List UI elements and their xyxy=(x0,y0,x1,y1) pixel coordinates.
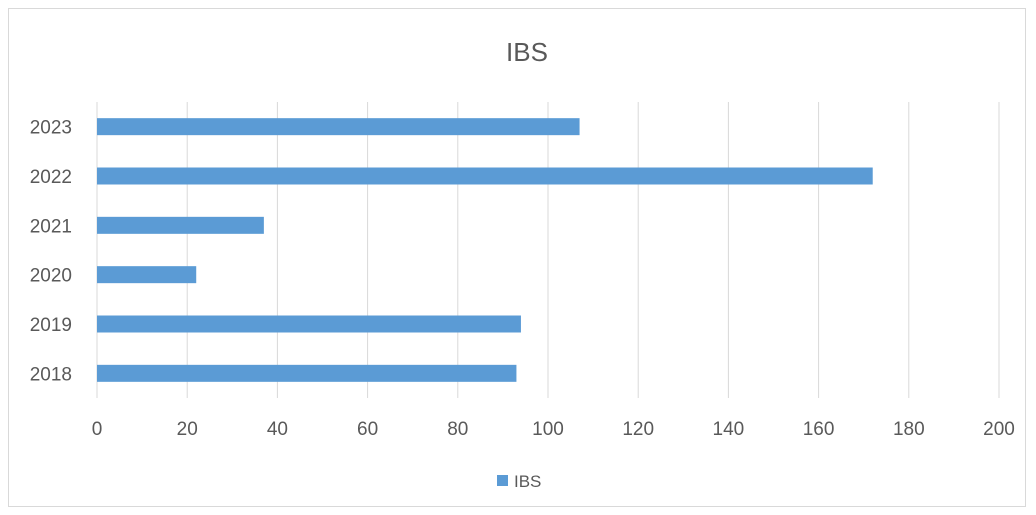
x-tick-label: 160 xyxy=(803,419,835,440)
x-tick-label: 80 xyxy=(447,419,468,440)
x-axis-labels: 0 20 40 60 80 100 120 140 160 180 200 xyxy=(92,419,1015,440)
bar-2018 xyxy=(97,364,517,382)
y-tick-label: 2018 xyxy=(30,364,72,385)
x-tick-label: 200 xyxy=(983,419,1015,440)
x-tick-label: 180 xyxy=(893,419,925,440)
bar-2020 xyxy=(97,266,197,284)
x-tick-label: 60 xyxy=(357,419,378,440)
bar-2021 xyxy=(97,216,264,234)
bar-2023 xyxy=(97,118,580,136)
y-tick-label: 2019 xyxy=(30,315,72,336)
y-tick-label: 2021 xyxy=(30,216,72,237)
bar-2019 xyxy=(97,315,521,333)
x-tick-label: 0 xyxy=(92,419,103,440)
x-tick-label: 100 xyxy=(532,419,564,440)
bar-2022 xyxy=(97,167,873,185)
y-axis-labels: 2018 2019 2020 2021 2022 2023 xyxy=(30,118,72,386)
grid-lines xyxy=(96,102,1000,398)
x-tick-label: 120 xyxy=(622,419,654,440)
chart-title: IBS xyxy=(506,37,548,67)
y-tick-label: 2023 xyxy=(30,118,72,139)
y-tick-label: 2020 xyxy=(30,266,72,287)
bars xyxy=(97,118,873,382)
x-tick-label: 140 xyxy=(713,419,745,440)
legend-swatch-ibs xyxy=(497,475,508,486)
x-tick-label: 40 xyxy=(267,419,288,440)
legend: IBS xyxy=(497,472,541,491)
y-tick-label: 2022 xyxy=(30,167,72,188)
x-tick-label: 20 xyxy=(177,419,198,440)
legend-label-ibs: IBS xyxy=(514,472,541,491)
chart-frame xyxy=(8,8,1026,507)
